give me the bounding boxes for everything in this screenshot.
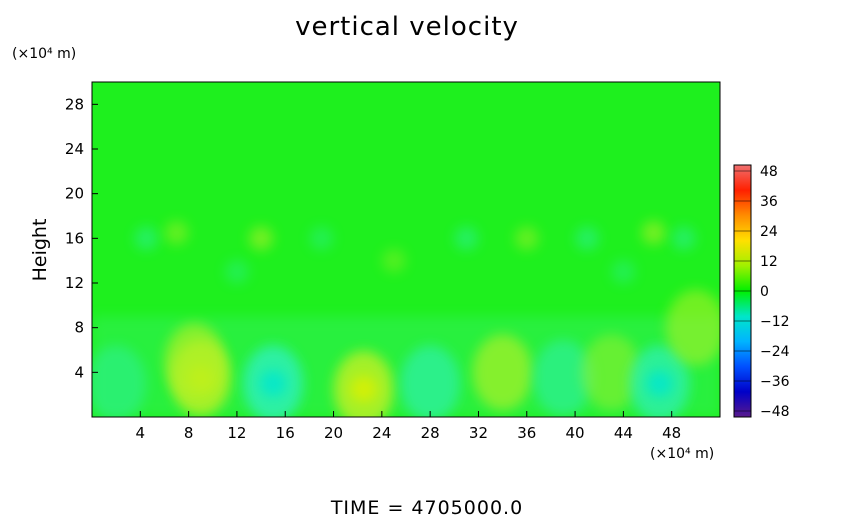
y-tick-label: 8 (74, 319, 84, 337)
velocity-cell (514, 226, 539, 251)
x-tick-label: 16 (276, 424, 295, 442)
colorbar-label: 48 (760, 164, 778, 180)
velocity-cell (164, 323, 225, 400)
velocity-cell (575, 226, 600, 251)
y-axis-unit: (×10⁴ m) (12, 46, 77, 62)
colorbar-label: 12 (760, 254, 778, 270)
velocity-cell (92, 345, 147, 417)
plot-area (91, 81, 721, 418)
velocity-cell (611, 259, 636, 284)
x-tick-label: 8 (184, 424, 194, 442)
x-tick-label: 32 (469, 424, 488, 442)
colorbar-label: −36 (760, 374, 790, 390)
velocity-cell (671, 226, 696, 251)
y-tick-label: 20 (65, 185, 84, 203)
y-tick-label: 16 (65, 229, 84, 247)
colorbar-label: −12 (760, 314, 790, 330)
x-tick-label: 28 (421, 424, 440, 442)
time-footer: TIME = 4705000.0 (330, 497, 524, 519)
colorbar-label: −24 (760, 344, 790, 360)
velocity-core (646, 370, 674, 397)
x-tick-label: 4 (136, 424, 146, 442)
x-tick-label: 24 (372, 424, 391, 442)
velocity-cell (134, 226, 159, 251)
velocity-cell (249, 226, 274, 251)
colorbar-label: 0 (760, 284, 769, 300)
y-axis: 4 8 12 16 20 24 28 (65, 95, 98, 381)
colorbar: 48 36 24 12 0 −12 −24 −36 −48 (733, 164, 790, 420)
colorbar-label: 24 (760, 224, 778, 240)
x-tick-label: 48 (662, 424, 681, 442)
colorbar-label: −48 (760, 404, 790, 420)
velocity-cell (224, 259, 249, 284)
y-tick-label: 24 (65, 140, 84, 158)
x-axis-unit: (×10⁴ m) (650, 446, 715, 462)
x-tick-label: 12 (227, 424, 246, 442)
y-tick-label: 4 (74, 363, 84, 381)
velocity-cell (641, 220, 666, 245)
velocity-cell (665, 289, 720, 366)
velocity-cell (381, 248, 406, 273)
velocity-cell (400, 345, 461, 417)
velocity-core (259, 370, 287, 397)
velocity-cell (581, 334, 642, 411)
plot-frame (91, 81, 721, 418)
velocity-cell (533, 339, 593, 416)
velocity-cell (309, 226, 334, 251)
x-tick-label: 40 (566, 424, 585, 442)
x-tick-label: 36 (517, 424, 536, 442)
x-axis: 4 8 12 16 20 24 28 32 36 40 44 48 (136, 411, 681, 442)
y-tick-label: 28 (65, 95, 84, 113)
x-tick-label: 44 (614, 424, 633, 442)
colorbar-label: 36 (760, 194, 778, 210)
x-tick-label: 20 (324, 424, 343, 442)
velocity-cell (454, 226, 479, 251)
chart-title: vertical velocity (295, 12, 519, 42)
velocity-core (350, 375, 378, 403)
velocity-cell (472, 334, 533, 411)
y-tick-label: 12 (65, 274, 84, 292)
velocity-cell (164, 220, 189, 245)
